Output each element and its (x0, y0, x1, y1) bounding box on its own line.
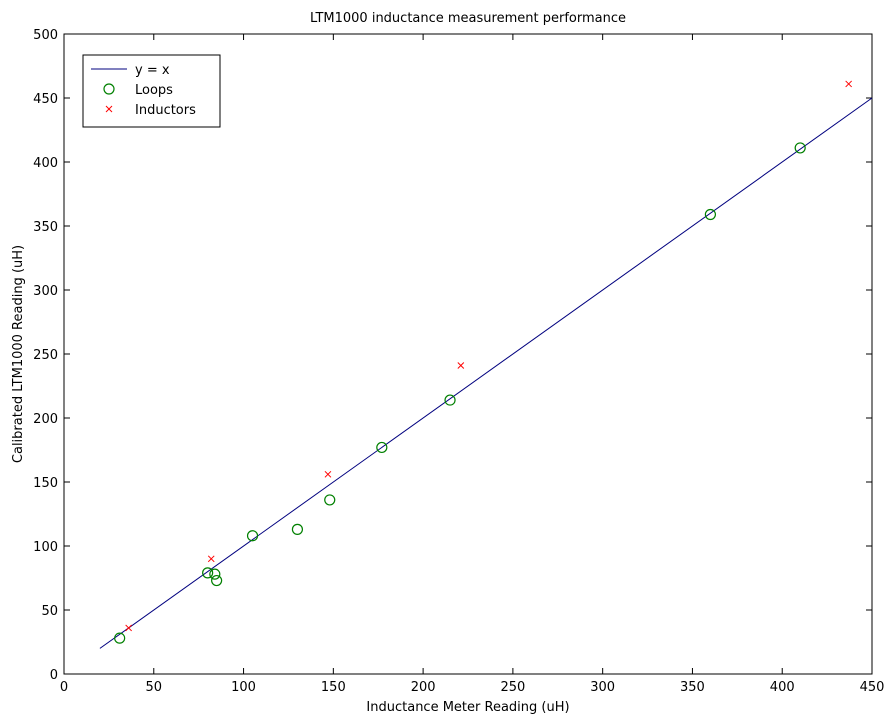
legend: y = x Loops Inductors (83, 55, 220, 127)
plot-area (64, 34, 872, 674)
x-tick-label: 350 (680, 680, 705, 695)
x-tick-label: 450 (860, 680, 885, 695)
y-tick-label: 200 (33, 412, 58, 427)
x-tick-label: 0 (60, 680, 68, 695)
x-tick-label: 300 (590, 680, 615, 695)
y-tick-label: 500 (33, 28, 58, 43)
legend-entry-label: y = x (135, 63, 170, 78)
y-tick-label: 50 (41, 604, 58, 619)
y-tick-label: 450 (33, 92, 58, 107)
legend-entry-label: Loops (135, 83, 173, 98)
y-tick-label: 250 (33, 348, 58, 363)
chart-title: LTM1000 inductance measurement performan… (310, 11, 626, 26)
x-tick-label: 50 (146, 680, 163, 695)
x-tick-label: 250 (500, 680, 525, 695)
y-axis-label: Calibrated LTM1000 Reading (uH) (11, 245, 26, 463)
y-tick-label: 100 (33, 540, 58, 555)
y-tick-label: 150 (33, 476, 58, 491)
y-tick-label: 300 (33, 284, 58, 299)
y-tick-label: 350 (33, 220, 58, 235)
x-tick-label: 200 (411, 680, 436, 695)
x-tick-label: 400 (770, 680, 795, 695)
x-tick-label: 100 (231, 680, 256, 695)
legend-entry-label: Inductors (135, 103, 196, 118)
x-tick-label: 150 (321, 680, 346, 695)
y-tick-label: 0 (50, 668, 58, 683)
x-axis-label: Inductance Meter Reading (uH) (366, 700, 569, 715)
y-tick-label: 400 (33, 156, 58, 171)
